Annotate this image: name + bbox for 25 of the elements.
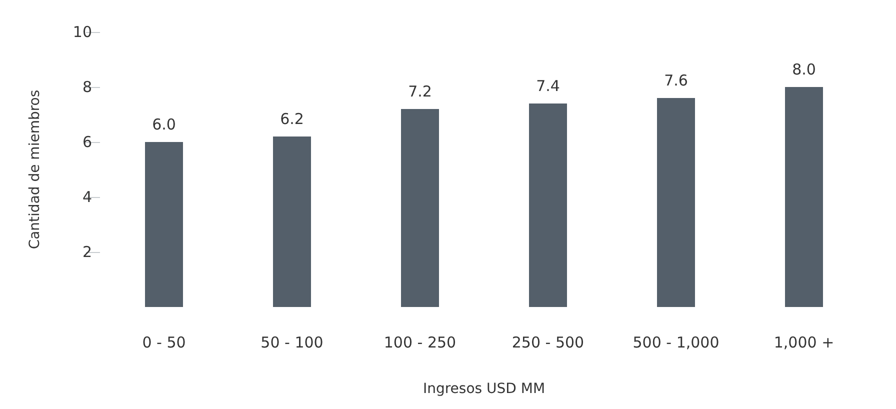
x-tick-label: 0 - 50 (142, 334, 186, 352)
bar (657, 98, 695, 307)
y-tick-label: 2 (82, 243, 92, 261)
y-tick-label: 8 (82, 78, 92, 96)
y-tick-label: 4 (82, 188, 92, 206)
data-label: 8.0 (792, 60, 816, 78)
y-axis-title: Cantidad de miembros (27, 90, 43, 250)
y-tick-label: 6 (82, 133, 92, 151)
x-axis-title: Ingresos USD MM (422, 381, 546, 397)
bar (145, 142, 183, 307)
x-tick-label: 100 - 250 (384, 334, 456, 352)
data-label: 7.4 (536, 77, 560, 95)
data-label: 7.2 (408, 82, 432, 100)
x-tick-label: 250 - 500 (512, 334, 584, 352)
x-tick-label: 500 - 1,000 (632, 334, 720, 352)
bar (529, 104, 567, 307)
data-label: 6.2 (280, 110, 304, 128)
x-tick-label: 1,000 + (774, 334, 834, 352)
data-label: 6.0 (152, 116, 176, 134)
x-tick-label: 50 - 100 (260, 334, 324, 352)
bar (785, 87, 823, 307)
bar (401, 109, 439, 307)
y-tick-label: 10 (72, 23, 92, 41)
data-label: 7.6 (664, 72, 688, 90)
bar (273, 136, 311, 307)
